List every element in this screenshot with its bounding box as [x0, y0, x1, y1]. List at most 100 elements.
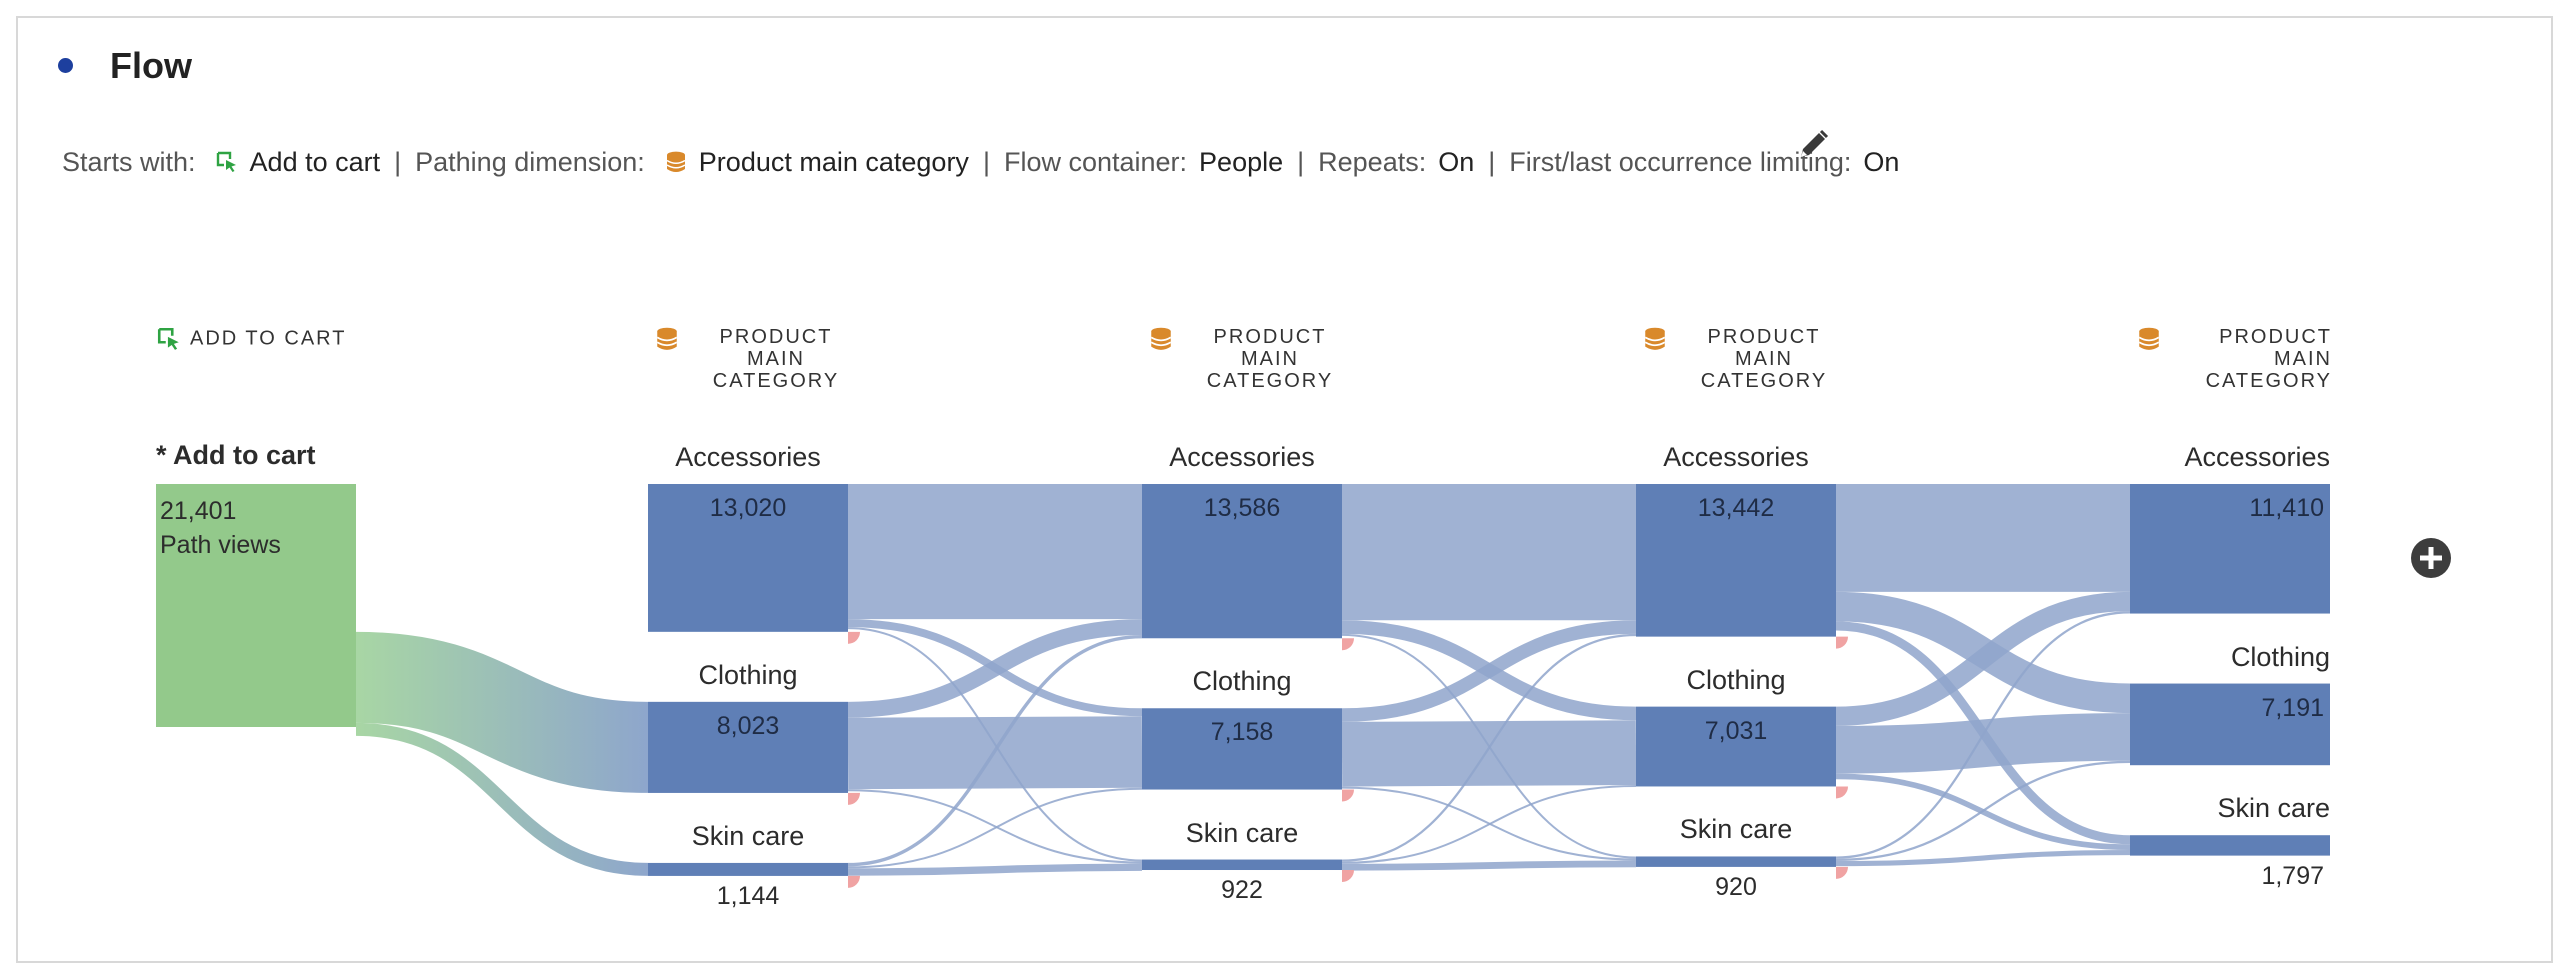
flow-container-value[interactable]: People	[1199, 146, 1284, 177]
flow-link[interactable]	[847, 787, 1143, 869]
column-header[interactable]: Product main category	[654, 326, 864, 392]
flow-link[interactable]	[1835, 760, 2131, 862]
flow-link[interactable]	[847, 635, 1143, 867]
pathing-dimension-label: Pathing dimension:	[415, 146, 645, 177]
occurrence-limiting-label: First/last occurrence limiting:	[1509, 146, 1852, 177]
flow-node-label: Skin care	[2217, 793, 2330, 824]
flow-link[interactable]	[1835, 849, 2131, 867]
flow-link[interactable]	[1341, 860, 1637, 871]
flow-node[interactable]	[2130, 683, 2330, 766]
exit-marker[interactable]	[1342, 638, 1354, 651]
database-dimension-icon	[663, 149, 689, 175]
flow-node[interactable]	[2130, 484, 2330, 614]
pathing-dimension-value[interactable]: Product main category	[698, 146, 969, 177]
flow-node-value: 7,031	[1704, 716, 1768, 745]
flow-node[interactable]	[648, 862, 848, 876]
separator: |	[982, 146, 990, 177]
flow-link[interactable]	[847, 789, 1143, 864]
flow-link[interactable]	[1341, 784, 1637, 864]
column-header-text: Product main category	[712, 326, 840, 392]
column-header-text: Add to cart	[190, 327, 347, 350]
column-header-text: Product main category	[1700, 326, 1828, 392]
flow-node-label: Clothing	[1192, 666, 1292, 697]
flow-node[interactable]	[1636, 484, 1836, 637]
flow-node-label: Clothing	[2230, 641, 2330, 672]
edit-flow-button[interactable]	[1793, 125, 1833, 165]
flow-node-value: 7,191	[2261, 693, 2324, 722]
panel-title: Flow	[110, 45, 192, 86]
database-dimension-icon	[656, 327, 678, 350]
flow-link[interactable]	[1835, 713, 2131, 774]
flow-link[interactable]	[1341, 620, 1637, 722]
flow-node-value: 1,797	[2261, 861, 2324, 890]
flow-container-label: Flow container:	[1003, 146, 1188, 177]
flow-node-value: 1,144	[716, 881, 780, 910]
flow-node[interactable]	[648, 701, 848, 793]
flow-node-label: Accessories	[2184, 442, 2330, 472]
flow-node[interactable]	[1142, 708, 1342, 790]
entry-node[interactable]	[156, 484, 356, 727]
separator: |	[394, 146, 402, 177]
flow-node-label: Skin care	[691, 820, 805, 851]
exit-marker[interactable]	[1836, 636, 1848, 649]
flow-node[interactable]	[1142, 484, 1342, 639]
flow-node[interactable]	[2130, 835, 2330, 856]
entry-node-label: * Add to cart	[156, 440, 316, 470]
exit-marker[interactable]	[848, 631, 860, 644]
flow-node-value: 920	[1715, 872, 1757, 901]
title-bullet	[58, 58, 73, 73]
starts-with-value[interactable]: Add to cart	[249, 146, 381, 177]
flow-link[interactable]	[1835, 591, 2131, 726]
flow-node-value: 13,442	[1697, 494, 1775, 522]
exit-marker[interactable]	[1836, 786, 1848, 799]
flow-node-value: 11,410	[2249, 494, 2324, 522]
separator: |	[1297, 146, 1305, 177]
repeats-value[interactable]: On	[1438, 146, 1475, 177]
flow-link[interactable]	[1341, 720, 1637, 787]
starts-with-label: Starts with:	[62, 146, 196, 177]
exit-marker[interactable]	[1342, 789, 1354, 802]
flow-summary-bar[interactable]: Starts with: Add to cart | Pathing dimen…	[62, 134, 1899, 190]
cursor-select-icon	[214, 149, 240, 175]
exit-marker[interactable]	[1836, 866, 1848, 879]
flow-node-value: 13,020	[709, 494, 787, 522]
flow-node-label: Skin care	[1185, 817, 1299, 848]
flow-node[interactable]	[1142, 859, 1342, 871]
flow-node-label: Skin care	[1679, 814, 1793, 845]
flow-link[interactable]	[1341, 633, 1637, 862]
flow-node-label: Clothing	[1686, 664, 1786, 695]
flow-node[interactable]	[1636, 706, 1836, 787]
column-header-text: Product main category	[1206, 326, 1334, 392]
entry-node-unit: Path views	[160, 531, 281, 559]
flow-link[interactable]	[1835, 611, 2131, 859]
column-header[interactable]: Add to cart	[156, 326, 346, 352]
column-header[interactable]: Product main category	[1642, 326, 1852, 392]
flow-node[interactable]	[1636, 856, 1836, 867]
flow-link[interactable]	[355, 631, 649, 793]
cursor-select-icon	[157, 327, 179, 350]
flow-node[interactable]	[648, 484, 848, 632]
pencil-icon	[1801, 129, 1829, 157]
flow-node-label: Accessories	[1663, 442, 1809, 472]
database-dimension-icon	[1644, 327, 1666, 350]
flow-node-value: 922	[1221, 876, 1263, 904]
column-header[interactable]: Product main category	[1148, 326, 1358, 392]
exit-marker[interactable]	[848, 792, 860, 805]
column-header[interactable]: Product main category	[2136, 326, 2332, 392]
flow-node-value: 13,586	[1203, 494, 1281, 522]
add-step-button[interactable]	[2410, 537, 2452, 579]
flow-node-label: Accessories	[675, 442, 821, 472]
entry-node-value: 21,401	[160, 497, 237, 525]
add-circle-icon	[2411, 538, 2451, 578]
flow-link[interactable]	[847, 619, 1143, 718]
flow-link[interactable]	[847, 863, 1143, 876]
flow-node-value: 7,158	[1210, 718, 1274, 747]
exit-marker[interactable]	[1342, 870, 1354, 883]
flow-node-value: 8,023	[716, 711, 780, 740]
occurrence-limiting-value[interactable]: On	[1863, 146, 1900, 177]
flow-node-label: Accessories	[1169, 442, 1315, 472]
flow-link[interactable]	[355, 722, 649, 876]
column-header-text: Product main category	[2205, 326, 2332, 392]
exit-marker[interactable]	[848, 875, 860, 888]
